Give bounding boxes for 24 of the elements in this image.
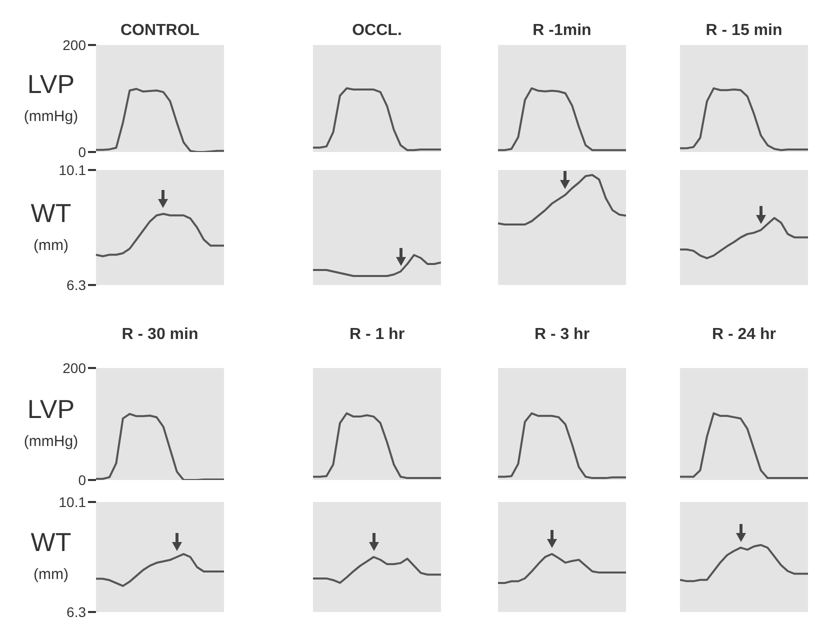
y-axis-title: WT (mm) (30, 527, 72, 583)
y-axis-title: WT (mm) (30, 198, 72, 254)
line-series (95, 212, 224, 258)
y-tick-label: 6.3 (66, 604, 86, 620)
chart-title: OCCL. (351, 22, 403, 40)
chart-title: R - 24 hr (710, 326, 777, 344)
y-tick-label: 10.1 (58, 494, 86, 510)
y-axis-title: LVP (mmHg) (22, 394, 80, 450)
y-tick-label: 0 (78, 472, 86, 488)
y-tick-label: 6.3 (66, 276, 86, 293)
y-axis-title: LVP (mmHg) (22, 68, 80, 124)
y-tick-label: 200 (62, 36, 86, 53)
y-tick-label: 0 (78, 144, 86, 160)
chart-title: CONTROL (119, 22, 201, 40)
chart-title: R - 30 min (120, 326, 200, 344)
chart-title: R - 1 hr (348, 326, 406, 344)
line-series (95, 88, 224, 152)
line-series (95, 553, 224, 587)
chart-title: R - 3 hr (533, 326, 591, 344)
y-tick-label: 10.1 (58, 162, 86, 178)
chart-title: R -1min (532, 22, 592, 40)
line-series (95, 412, 224, 480)
y-tick-label: 200 (62, 360, 86, 376)
chart-title: R - 15 min (704, 22, 784, 40)
